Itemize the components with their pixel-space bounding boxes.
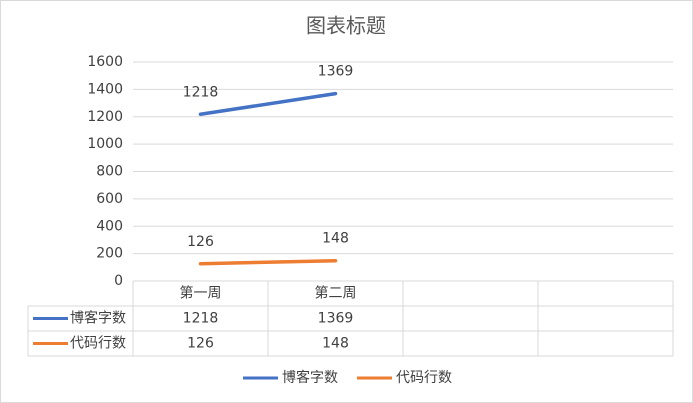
table-cell: 126 bbox=[187, 336, 214, 352]
y-tick-label: 1600 bbox=[87, 54, 123, 70]
y-tick-label: 200 bbox=[96, 246, 123, 262]
legend-label: 博客字数 bbox=[282, 369, 338, 386]
series-line bbox=[198, 91, 338, 117]
data-label: 148 bbox=[322, 231, 349, 247]
y-tick-label: 0 bbox=[114, 273, 123, 289]
y-tick-label: 1000 bbox=[87, 136, 123, 152]
data-label: 1369 bbox=[318, 64, 354, 80]
y-tick-label: 400 bbox=[96, 218, 123, 234]
chart-title: 图表标题 bbox=[306, 14, 386, 38]
table-series-name: 博客字数 bbox=[70, 310, 126, 327]
data-label: 1218 bbox=[183, 84, 219, 100]
table-cell: 1218 bbox=[183, 311, 219, 327]
y-tick-label: 600 bbox=[96, 191, 123, 207]
x-tick-label: 第二周 bbox=[315, 285, 357, 302]
table-cell: 1369 bbox=[318, 311, 354, 327]
data-label: 126 bbox=[187, 234, 214, 250]
y-tick-label: 1200 bbox=[87, 109, 123, 125]
table-series-name: 代码行数 bbox=[70, 336, 126, 352]
series-line bbox=[198, 258, 338, 266]
y-tick-label: 800 bbox=[96, 164, 123, 180]
table-cell: 148 bbox=[322, 336, 349, 352]
x-tick-label: 第一周 bbox=[180, 285, 222, 302]
legend-label: 代码行数 bbox=[396, 370, 452, 386]
y-tick-label: 1400 bbox=[87, 81, 123, 97]
